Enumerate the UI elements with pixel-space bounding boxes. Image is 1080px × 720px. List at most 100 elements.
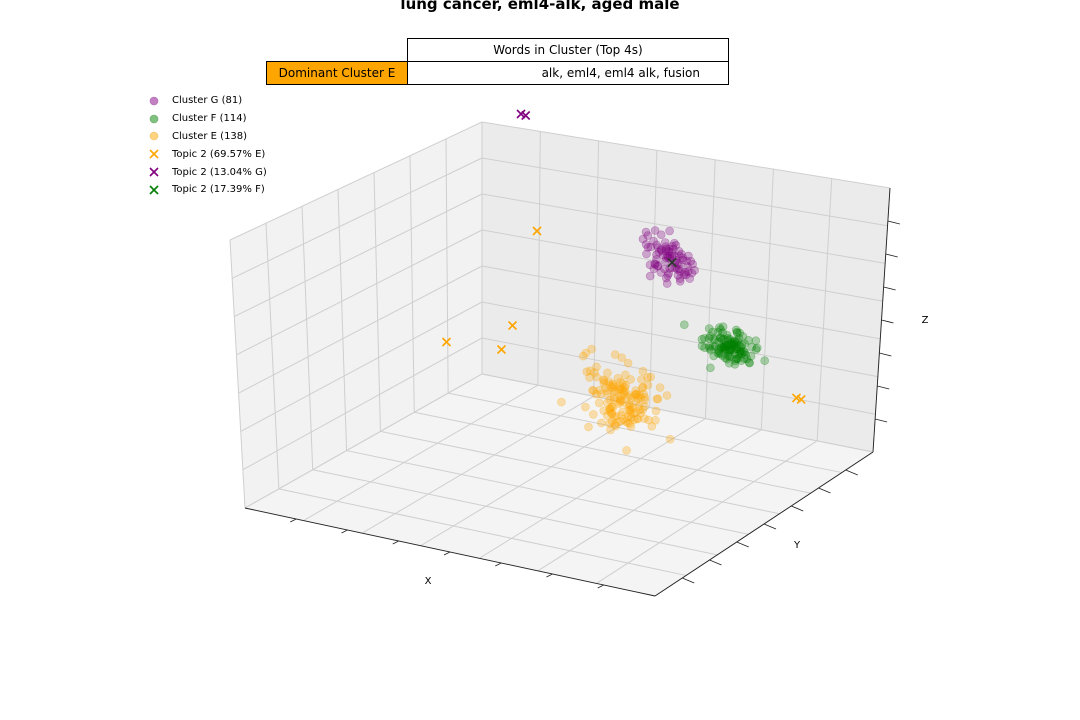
floor-grid-line <box>596 440 818 584</box>
legend-x-marker <box>145 183 163 197</box>
back-grid-line <box>481 301 878 378</box>
cluster-point <box>667 263 677 273</box>
cluster-point <box>622 400 632 410</box>
cluster-point <box>656 245 666 254</box>
cluster-point <box>604 377 613 386</box>
z-tick <box>887 220 900 225</box>
legend-circle-marker <box>145 94 163 108</box>
cluster-point <box>646 242 656 252</box>
cluster-point <box>663 253 673 262</box>
cluster-point <box>697 334 707 344</box>
cluster-point <box>705 331 715 341</box>
cluster-point <box>677 249 686 259</box>
left-grid-line <box>301 206 314 470</box>
cluster-point <box>618 384 627 394</box>
cluster-point <box>685 274 695 283</box>
cluster-point <box>742 354 752 364</box>
cluster-point <box>638 234 648 244</box>
legend-entry: Cluster G (81) <box>145 92 267 110</box>
cluster-point <box>616 416 625 426</box>
legend-x-marker <box>145 147 163 161</box>
cluster-point <box>624 391 634 400</box>
back-grid-line <box>760 169 774 430</box>
cluster-point <box>626 405 636 414</box>
z-tick <box>883 286 896 291</box>
cluster-point <box>664 269 674 278</box>
cluster-point <box>640 395 649 405</box>
cluster-point <box>674 251 684 261</box>
cluster-point <box>740 347 749 357</box>
cluster-point <box>675 276 685 286</box>
cluster-point <box>665 226 674 236</box>
cluster-point <box>716 325 725 334</box>
cluster-point <box>735 348 745 358</box>
cluster-point <box>615 394 625 404</box>
back-grid-line <box>816 178 833 441</box>
legend-label: Cluster G (81) <box>172 95 243 107</box>
cluster-point <box>665 434 675 444</box>
cluster-point <box>617 391 626 401</box>
legend-entry: Topic 2 (69.57% E) <box>145 145 267 163</box>
left-grid-line <box>238 265 483 394</box>
cluster-point <box>729 340 739 350</box>
cluster-point <box>601 383 610 393</box>
cluster-point <box>609 393 619 402</box>
cluster-point <box>640 392 650 402</box>
cluster-point <box>669 238 679 248</box>
cluster-point <box>591 389 601 399</box>
back-grid-line <box>593 140 600 397</box>
cluster-point <box>649 264 659 274</box>
cluster-point <box>650 260 660 269</box>
chart-title: lung cancer, eml4-alk, aged male <box>400 0 680 13</box>
cluster-point <box>641 227 651 237</box>
y-tick <box>845 469 858 476</box>
cluster-point <box>638 405 648 415</box>
cluster-point <box>610 420 620 429</box>
cluster-point <box>715 333 725 343</box>
cluster-point <box>609 387 619 397</box>
cluster-point <box>603 386 613 396</box>
cluster-point <box>628 403 638 413</box>
table-row-label: Dominant Cluster E <box>266 61 408 85</box>
cluster-point <box>637 375 646 384</box>
cluster-point <box>616 384 625 394</box>
cluster-point <box>714 348 724 358</box>
cluster-point <box>631 390 641 400</box>
cluster-point <box>636 408 645 418</box>
table-row-value: alk, eml4, eml4 alk, fusion <box>407 61 729 85</box>
cluster-point <box>751 345 761 354</box>
cluster-point <box>751 336 761 346</box>
floor-grid-line <box>414 411 811 494</box>
back-grid-line <box>481 121 891 189</box>
cluster-point <box>725 347 735 357</box>
cluster-point <box>649 236 658 246</box>
cluster-point <box>730 359 740 369</box>
z-tick <box>879 352 892 357</box>
cluster-point <box>690 265 699 275</box>
left-grid-line <box>337 189 348 451</box>
left-pane <box>230 122 482 508</box>
cluster-point <box>715 323 724 332</box>
floor-pane <box>245 374 873 596</box>
cluster-point <box>709 334 718 344</box>
cluster-point <box>752 343 762 353</box>
cluster-point <box>608 402 618 412</box>
cluster-point <box>746 351 756 361</box>
topic-marker <box>496 344 507 355</box>
cluster-point <box>667 248 676 257</box>
cluster-point <box>603 368 612 378</box>
cluster-point <box>620 370 630 380</box>
cluster-point <box>635 405 645 415</box>
cluster-point <box>636 393 645 403</box>
cluster-point <box>650 226 660 235</box>
table-header: Words in Cluster (Top 4s) <box>407 38 729 62</box>
cluster-point <box>602 398 612 408</box>
cluster-point <box>735 328 744 338</box>
cluster-point <box>727 344 737 354</box>
cluster-point <box>740 339 750 349</box>
back-grid-line <box>481 373 874 453</box>
cluster-point <box>653 394 663 404</box>
topic-marker <box>521 110 531 121</box>
cluster-point <box>716 349 726 359</box>
